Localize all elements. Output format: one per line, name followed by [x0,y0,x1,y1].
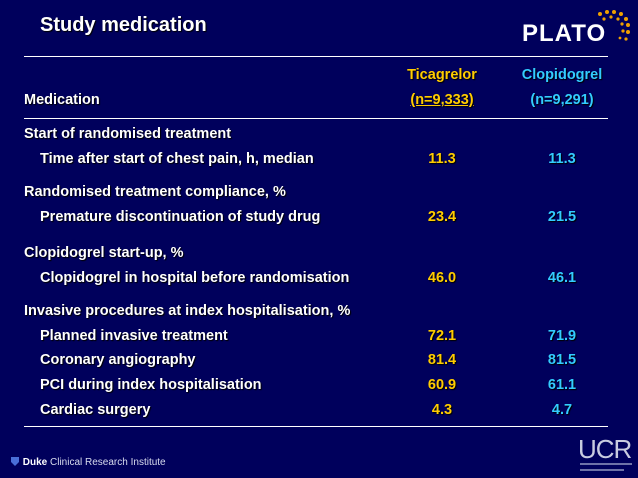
clopidogrel-value: 61.1 [547,377,577,393]
duke-institute: Clinical Research Institute [50,457,166,468]
table-row-label: Premature discontinuation of study drug [40,209,321,225]
section-heading: Clopidogrel start-up, % [24,245,184,261]
ucr-logo-line [580,469,624,471]
row-header-medication: Medication [24,92,100,108]
col-n-ticagrelor: (n=9,333) [410,92,474,108]
section-heading: Invasive procedures at index hospitalisa… [24,303,351,319]
col-header-ticagrelor: Ticagrelor [407,67,477,83]
section-heading: Randomised treatment compliance, % [24,184,286,200]
plato-logo-dots [598,10,630,41]
clopidogrel-value: 21.5 [547,209,577,225]
table-row-label: Time after start of chest pain, h, media… [40,151,314,167]
slide-title: Study medication [40,14,207,36]
col-n-clopidogrel: (n=9,291) [530,92,594,108]
table-row-label: Planned invasive treatment [40,328,228,344]
duke-name: Duke [22,457,48,468]
table-row-label: Clopidogrel in hospital before randomisa… [40,270,350,286]
plato-logo-text: PLATO [522,20,607,47]
clopidogrel-value: 81.5 [547,352,577,368]
duke-shield-icon [11,457,19,466]
table-row-label: PCI during index hospitalisation [40,377,262,393]
ucr-logo: UCR [578,434,633,471]
ticagrelor-value: 46.0 [427,270,457,286]
table-row-label: Cardiac surgery [40,402,151,418]
table-rule-bottom [24,426,608,427]
table-row-label: Coronary angiography [40,352,196,368]
clopidogrel-value: 4.7 [551,402,573,418]
ticagrelor-value: 60.9 [427,377,457,393]
duke-footer: Duke Clinical Research Institute [10,456,166,468]
ticagrelor-value: 81.4 [427,352,457,368]
ticagrelor-value: 11.3 [428,151,456,167]
clopidogrel-value: 11.3 [548,151,576,167]
ticagrelor-value: 23.4 [427,209,457,225]
plato-logo: PLATO [520,8,632,48]
header-rule-bottom [24,118,608,119]
ticagrelor-value: 4.3 [431,402,453,418]
header-rule-top [24,56,608,57]
section-heading: Start of randomised treatment [24,126,232,142]
ticagrelor-value: 72.1 [427,328,457,344]
ucr-logo-line [580,463,632,465]
clopidogrel-value: 46.1 [547,270,577,286]
ucr-logo-text: UCR [578,434,632,464]
clopidogrel-value: 71.9 [547,328,577,344]
col-header-clopidogrel: Clopidogrel [521,67,603,83]
